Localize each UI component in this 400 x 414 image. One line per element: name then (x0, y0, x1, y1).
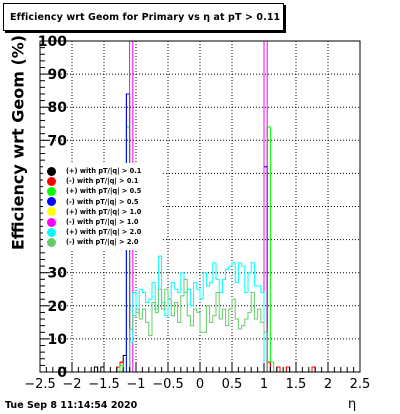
x-tick-label: −1 (126, 377, 145, 392)
legend-label: (-) with pT/|q| > 1.0 (66, 218, 139, 227)
y-tick-label: 90 (48, 67, 68, 83)
legend-entry: (-) with pT/|q| > 2.0 (43, 237, 162, 247)
y-tick-label: 0 (57, 365, 67, 381)
x-tick-label: 0.5 (222, 377, 243, 392)
legend-entry: (-) with pT/|q| > 1.0 (43, 217, 162, 227)
legend-label: (-) with pT/|q| > 0.5 (66, 197, 139, 206)
x-tick-label: 0 (196, 377, 204, 392)
y-tick-label: 10 (48, 332, 68, 348)
legend-marker-icon (47, 166, 56, 176)
x-axis: −2.5 −2 −1.5 −1 −0.5 0 0.5 1 1.5 2 2.5 (24, 363, 370, 392)
y-tick-label: 70 (48, 133, 68, 149)
legend-label: (+) with pT/|q| > 2.0 (66, 228, 142, 237)
legend-marker-icon (47, 237, 56, 247)
legend-entry: (+) with pT/|q| > 2.0 (43, 227, 162, 237)
legend-marker-icon (47, 186, 56, 196)
series-8-histogram (129, 278, 268, 372)
y-tick-label: 20 (48, 299, 68, 315)
legend-marker-icon (47, 176, 56, 186)
legend-label: (+) with pT/|q| > 1.0 (66, 207, 142, 216)
title-box: Efficiency wrt Geom for Primary vs η at … (3, 3, 284, 31)
legend-marker-icon (47, 227, 56, 237)
y-tick-label: 100 (38, 34, 67, 50)
y-tick-label: 80 (48, 100, 68, 116)
y-axis-label: Efficiency wrt Geom (%) (8, 34, 28, 251)
legend-label: (+) with pT/|q| > 0.1 (66, 167, 142, 176)
x-tick-label: −1.5 (88, 377, 120, 392)
series-2-histogram (116, 361, 316, 372)
x-tick-label: 1 (260, 377, 268, 392)
series-1-histogram (93, 93, 291, 372)
x-tick-label: 2.5 (350, 377, 371, 392)
timestamp: Tue Sep 8 11:14:54 2020 (5, 400, 138, 411)
chart-title: Efficiency wrt Geom for Primary vs η at … (10, 11, 281, 23)
y-tick-label: 30 (48, 266, 68, 282)
legend-entry: (-) with pT/|q| > 0.5 (43, 197, 162, 207)
legend-marker-icon (47, 197, 56, 207)
legend-label: (-) with pT/|q| > 0.1 (66, 177, 139, 186)
series-7-histogram (129, 255, 265, 372)
legend-entry: (+) with pT/|q| > 0.5 (43, 186, 162, 196)
x-tick-label: −2.5 (24, 377, 56, 392)
x-tick-label: 2 (324, 377, 332, 392)
legend-entry: (-) with pT/|q| > 0.1 (43, 176, 162, 186)
x-tick-label: −2 (62, 377, 81, 392)
legend-entry: (+) with pT/|q| > 0.1 (43, 166, 162, 176)
legend-label: (+) with pT/|q| > 0.5 (66, 187, 142, 196)
legend-label: (-) with pT/|q| > 2.0 (66, 238, 139, 247)
legend-marker-icon (47, 217, 56, 227)
x-axis-label: η (348, 397, 357, 412)
legend-marker-icon (47, 207, 56, 217)
x-tick-label: 1.5 (286, 377, 307, 392)
x-tick-label: −0.5 (152, 377, 184, 392)
legend-entry: (+) with pT/|q| > 1.0 (43, 207, 162, 217)
legend: (+) with pT/|q| > 0.1 (-) with pT/|q| > 0… (43, 163, 162, 250)
